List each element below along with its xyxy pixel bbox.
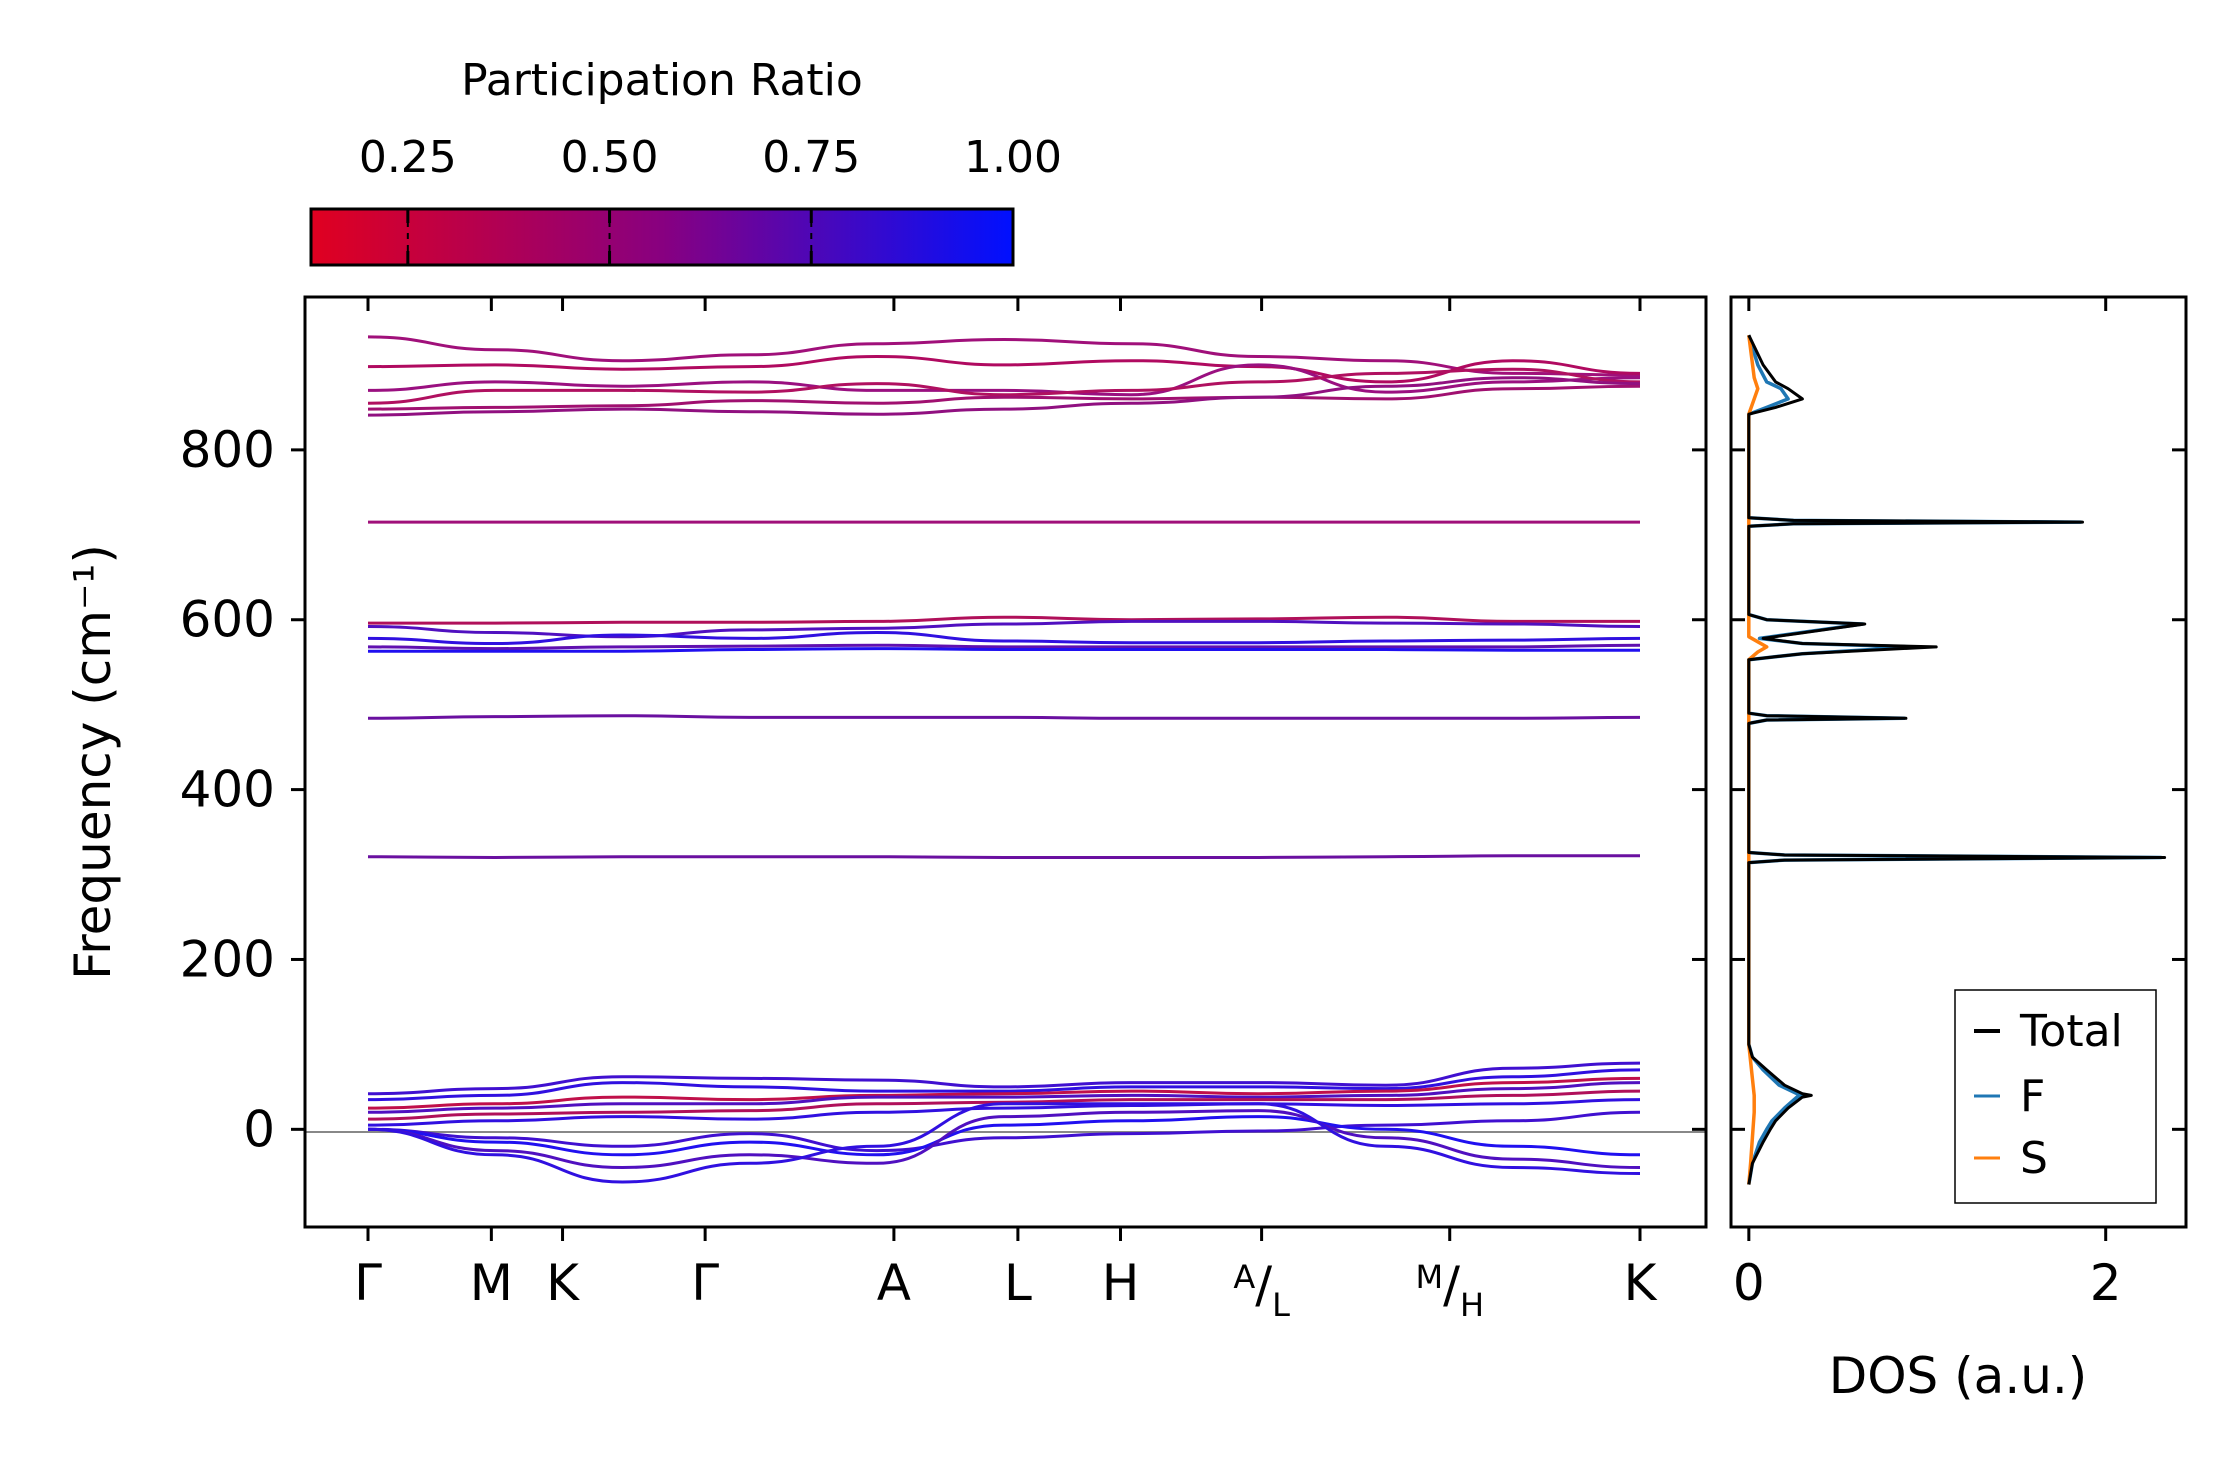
phonon-bands: [367, 335, 1641, 1184]
colorbar-gradient: [309, 207, 1015, 267]
dos-x-tick-label: 0: [1733, 1254, 1765, 1312]
band-low-1: [367, 1061, 1641, 1096]
x-tick-label: K: [546, 1254, 580, 1312]
y-tick-label: 400: [180, 761, 275, 819]
dos-series-s: [1747, 334, 1769, 1185]
dos-x-axis-label: DOS (a.u.): [1829, 1347, 2088, 1405]
band-high-1: [367, 335, 1641, 377]
x-tick-label: L: [1004, 1254, 1032, 1312]
band-low-7: [367, 1110, 1641, 1153]
band-low-3: [367, 1076, 1641, 1110]
y-tick-label: 600: [180, 591, 275, 649]
x-tick-label: Γ: [354, 1254, 382, 1312]
band-low-8: [367, 1115, 1641, 1157]
band-low-4: [367, 1081, 1641, 1114]
band-low-9: [367, 1109, 1641, 1170]
band-high-4: [367, 367, 1641, 405]
y-tick-label: 0: [243, 1100, 275, 1158]
band-low-10: [367, 1102, 1641, 1184]
x-tick-label: A: [877, 1254, 911, 1312]
x-tick-label: H: [1102, 1254, 1140, 1312]
x-tick-label: Γ: [691, 1254, 719, 1312]
x-tick-label: K: [1624, 1254, 1658, 1312]
colorbar-ticks: 0.25 0.50 0.75 1.00: [359, 132, 1062, 265]
band-band-320: [367, 854, 1640, 860]
colorbar-tick-label: 0.25: [359, 132, 457, 183]
colorbar-tick-label: 0.75: [762, 132, 860, 183]
band-low-5: [367, 1089, 1641, 1121]
dos-series-total: [1747, 334, 2167, 1185]
band-band-485: [367, 714, 1641, 720]
y-tick-label: 200: [180, 930, 275, 988]
x-tick-label: M: [470, 1254, 513, 1312]
band-band-597: [368, 615, 1640, 625]
legend-label-s: S: [2020, 1133, 2048, 1184]
legend-label-f: F: [2020, 1071, 2045, 1122]
colorbar-title: Participation Ratio: [461, 55, 863, 106]
y-axis-label: Frequency (cm⁻¹): [64, 544, 122, 980]
y-tick-label: 800: [180, 421, 275, 479]
dos-x-tick-label: 2: [2090, 1254, 2122, 1312]
band-high-5: [367, 384, 1641, 411]
band-low-2: [367, 1068, 1641, 1102]
band-band-568: [367, 643, 1641, 651]
main-y-axis: 0 200 400 600 800: [180, 421, 1706, 1158]
band-high-6: [367, 376, 1641, 417]
legend-label-total: Total: [2019, 1006, 2123, 1057]
band-low-6: [367, 1098, 1641, 1127]
dos-curves: [1747, 334, 2167, 1185]
band-high-2: [367, 354, 1641, 384]
dos-legend: Total F S: [1954, 989, 2157, 1204]
band-band-562: [367, 647, 1640, 653]
main-plot-frame: [303, 295, 1708, 1229]
main-x-axis: Γ M K Γ A L H A/LM/H K: [354, 297, 1658, 1324]
colorbar: Participation Ratio 0.25 0.50 0.75 1.00: [309, 55, 1062, 267]
dos-y-ticks: [1731, 448, 2186, 1131]
colorbar-tick-label: 0.50: [561, 132, 659, 183]
colorbar-tick-label: 1.00: [964, 132, 1062, 183]
dos-plot-frame: [1729, 295, 2188, 1229]
band-band-575: [367, 630, 1641, 646]
x-tick-label: A/L: [1233, 1256, 1290, 1324]
band-high-3: [367, 363, 1641, 397]
x-tick-label: M/H: [1415, 1256, 1484, 1324]
